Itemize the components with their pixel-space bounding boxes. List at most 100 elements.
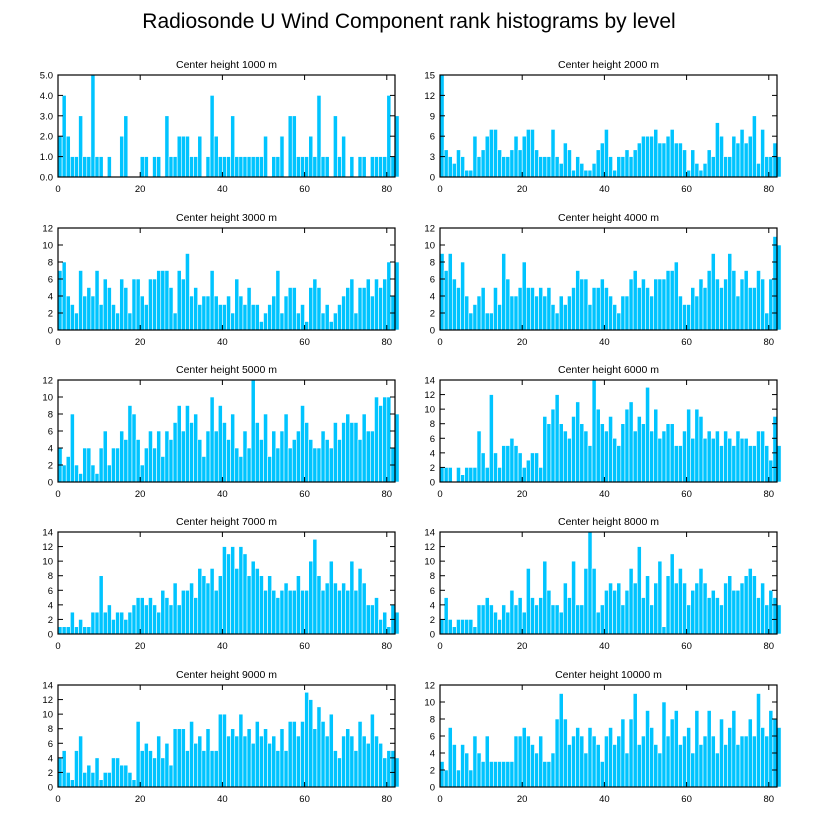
histogram-bar [616, 445, 622, 483]
histogram-bar [645, 710, 650, 788]
histogram-bar [189, 582, 194, 635]
histogram-bar [682, 149, 687, 178]
histogram-bar [661, 278, 667, 331]
histogram-bar [263, 728, 268, 788]
y-tick-label: 0 [430, 783, 435, 794]
histogram-bar [752, 735, 757, 788]
histogram-bar [250, 304, 256, 331]
histogram-panel: Center height 4000 m 0 2 4 6 8 10 12 0 20 40 60 80 [424, 212, 782, 348]
histogram-bar [731, 135, 737, 178]
histogram-bar [604, 287, 609, 331]
histogram-bar [764, 735, 770, 788]
histogram-bar [620, 604, 626, 635]
x-tick-label: 20 [135, 794, 146, 805]
histogram-bar [579, 163, 585, 178]
histogram-bar [464, 169, 470, 178]
histogram-bar [267, 575, 273, 635]
histogram-bar [312, 728, 318, 788]
histogram-bar [386, 396, 392, 483]
histogram-bar [234, 278, 240, 331]
histogram-bar [65, 626, 71, 635]
histogram-bar [710, 735, 716, 788]
histogram-bar [579, 423, 585, 483]
histogram-bar [271, 156, 277, 178]
histogram-bar [472, 304, 478, 331]
histogram-bar [164, 597, 170, 635]
x-tick-label: 20 [135, 489, 146, 500]
histogram-bar [185, 405, 190, 483]
histogram-bar [735, 589, 741, 635]
histogram-bar [308, 287, 314, 331]
histogram-bar [341, 735, 346, 788]
histogram-bar [341, 422, 346, 483]
histogram-bar [279, 589, 285, 635]
histogram-bar [345, 413, 351, 483]
histogram-bar [538, 287, 544, 331]
histogram-bar [501, 761, 507, 788]
histogram-bar [185, 750, 190, 788]
histogram-bar [776, 604, 782, 635]
histogram-bar [57, 626, 63, 635]
histogram-bar [394, 413, 400, 483]
histogram-bar [152, 604, 157, 635]
histogram-bar [571, 287, 576, 331]
histogram-bar [238, 546, 244, 635]
histogram-bar [484, 467, 490, 483]
histogram-bar [201, 295, 207, 331]
histogram-bar [439, 467, 445, 483]
histogram-bar [509, 437, 515, 483]
histogram-bar [263, 589, 268, 635]
histogram-bar [61, 750, 67, 788]
histogram-bar [620, 156, 626, 178]
histogram-bar [768, 589, 774, 635]
y-tick-label: 10 [42, 393, 53, 404]
histogram-bar [300, 304, 305, 331]
histogram-bar [353, 589, 359, 635]
histogram-bar [571, 169, 576, 178]
histogram-bar [612, 304, 618, 331]
histogram-bar [127, 405, 133, 483]
histogram-bar [546, 423, 552, 483]
histogram-bar [90, 772, 96, 788]
panel-title: Center height 8000 m [558, 516, 659, 528]
histogram-bar [148, 430, 153, 483]
histogram-bar [484, 312, 490, 331]
histogram-bar [180, 728, 186, 788]
histogram-bar [172, 422, 178, 483]
x-tick-label: 0 [55, 641, 60, 652]
histogram-bar [776, 445, 782, 483]
histogram-bar [127, 772, 133, 788]
histogram-bar [653, 582, 659, 635]
histogram-bar [612, 589, 618, 635]
histogram-bar [447, 156, 453, 178]
histogram-bar [320, 430, 326, 483]
histogram-bar [246, 287, 252, 331]
histogram-bar [489, 312, 494, 331]
histogram-bar [382, 278, 388, 331]
x-tick-label: 0 [55, 337, 60, 348]
histogram-bar [238, 456, 244, 483]
histogram-bar [686, 304, 691, 331]
histogram-bar [464, 295, 470, 331]
y-tick-label: 4 [430, 448, 435, 459]
x-tick-label: 20 [517, 489, 528, 500]
histogram-bar [234, 568, 240, 635]
histogram-bar [538, 597, 544, 635]
histogram-bar [374, 735, 379, 788]
histogram-bar [86, 287, 92, 331]
histogram-bar [715, 122, 720, 178]
y-tick-label: 6 [430, 732, 435, 743]
histogram-bar [222, 156, 227, 178]
histogram-bar [254, 568, 260, 635]
panel-frame [57, 531, 396, 635]
y-tick-label: 6 [430, 586, 435, 597]
y-tick-label: 2 [430, 766, 435, 777]
histogram-bar [521, 467, 527, 483]
histogram-bar [587, 304, 593, 331]
histogram-bar [78, 619, 83, 635]
histogram-bar [217, 405, 223, 483]
histogram-bar [620, 295, 626, 331]
histogram-bar [727, 437, 733, 483]
histogram-bar [752, 575, 757, 635]
histogram-bar [501, 604, 507, 635]
